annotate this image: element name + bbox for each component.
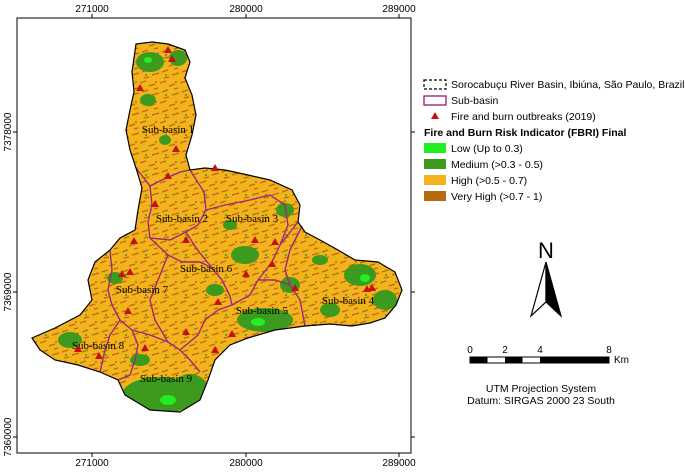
subbasin-label-8: Sub-basin 8 <box>72 340 125 352</box>
x-tick-label-bottom: 289000 <box>382 458 416 469</box>
fire-point <box>182 236 190 243</box>
subbasin-label-4: Sub-basin 4 <box>322 295 375 307</box>
basin-outline <box>31 41 403 413</box>
scale-label-2: 2 <box>502 345 508 356</box>
legend-fire-icon <box>431 112 439 119</box>
fire-point <box>242 270 250 277</box>
north-arrow-left-half <box>529 261 547 318</box>
legend-low-label: Low (Up to 0.3) <box>451 143 523 155</box>
fire-point <box>130 237 138 244</box>
basin-risk-raster <box>32 42 402 412</box>
fire-point <box>136 84 144 91</box>
fire-point <box>214 298 222 305</box>
y-tick-label: 7369000 <box>3 272 14 311</box>
legend-basin-swatch <box>423 79 447 90</box>
north-letter: N <box>538 238 554 263</box>
scale-segment <box>470 357 488 363</box>
legend-very-high-label: Very High (>0.7 - 1) <box>451 191 542 203</box>
legend-high-swatch <box>424 175 446 185</box>
fire-point <box>164 46 172 53</box>
fire-point <box>126 268 134 275</box>
legend-medium-swatch <box>424 159 446 169</box>
x-tick-label-bottom: 271000 <box>75 458 109 469</box>
legend-fire-label: Fire and burn outbreaks (2019) <box>451 111 596 123</box>
legend: Sorocabuçu River Basin, Ibiúna, São Paul… <box>423 79 684 203</box>
fire-point <box>211 164 219 171</box>
subbasin-label-5: Sub-basin 5 <box>236 305 289 317</box>
legend-subbasin-swatch <box>423 95 447 106</box>
legend-very-high-swatch <box>424 191 446 201</box>
fire-point <box>368 284 376 291</box>
fire-point <box>95 352 103 359</box>
y-tick-label: 7360000 <box>3 417 14 456</box>
fire-point <box>74 345 82 352</box>
subbasin-label-2: Sub-basin 2 <box>156 213 208 225</box>
legend-basin-label: Sorocabuçu River Basin, Ibiúna, São Paul… <box>451 79 684 91</box>
legend-low-swatch <box>424 143 446 153</box>
y-tick-label: 7378000 <box>3 112 14 151</box>
fire-point <box>291 284 299 291</box>
x-tick-label-top: 271000 <box>75 4 109 15</box>
fire-point <box>228 330 236 337</box>
projection-line-1: UTM Projection System <box>486 383 597 395</box>
scale-segment <box>540 357 609 363</box>
north-arrow-right-half <box>545 261 563 318</box>
x-tick-label-bottom: 280000 <box>229 458 263 469</box>
fire-point <box>172 145 180 152</box>
subbasin-label-7: Sub-basin 7 <box>116 284 169 296</box>
scale-bar: 0 2 4 8 Km <box>467 345 629 366</box>
scale-label-4: 4 <box>537 345 543 356</box>
fire-point <box>168 55 176 62</box>
scale-unit: Km <box>614 355 629 366</box>
fire-point <box>251 236 259 243</box>
fire-point <box>124 307 132 314</box>
projection-line-2: Datum: SIRGAS 2000 23 South <box>467 395 615 407</box>
x-tick-label-top: 280000 <box>229 4 263 15</box>
fire-point <box>363 285 371 292</box>
north-arrow: N <box>529 238 563 318</box>
legend-subbasin-label: Sub-basin <box>451 95 498 107</box>
fire-outbreak-points <box>74 46 376 359</box>
x-tick-label-top: 289000 <box>382 4 416 15</box>
legend-high-label: High (>0.5 - 0.7) <box>451 175 527 187</box>
legend-medium-label: Medium (>0.3 - 0.5) <box>451 159 543 171</box>
fire-point <box>182 328 190 335</box>
subbasin-label-3: Sub-basin 3 <box>226 213 279 225</box>
subbasin-label-1: Sub-basin 1 <box>142 124 194 136</box>
tick-marks <box>13 14 415 457</box>
scale-label-8: 8 <box>606 345 612 356</box>
fire-point <box>141 344 149 351</box>
fire-point <box>268 260 276 267</box>
subbasin-label-6: Sub-basin 6 <box>180 263 233 275</box>
fire-point <box>118 270 126 277</box>
subbasin-label-9: Sub-basin 9 <box>140 373 193 385</box>
subbasin-boundaries <box>99 167 306 381</box>
legend-title: Fire and Burn Risk Indicator (FBRI) Fina… <box>424 127 627 139</box>
fire-point <box>151 200 159 207</box>
fire-point <box>211 346 219 353</box>
fire-point <box>164 172 172 179</box>
fire-point <box>271 238 279 245</box>
scale-segment <box>505 357 523 363</box>
scale-label-0: 0 <box>467 345 473 356</box>
